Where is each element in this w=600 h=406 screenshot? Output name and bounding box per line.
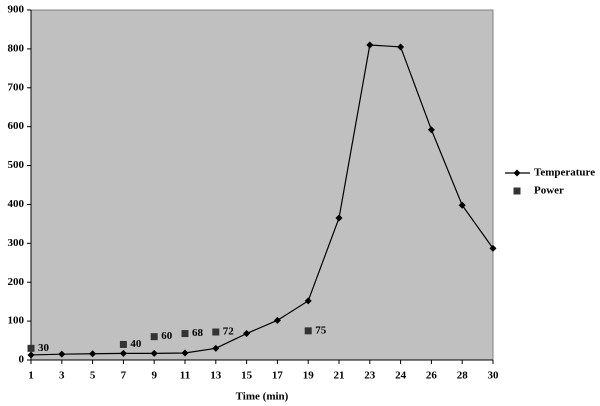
x-tick-label: 3 (59, 370, 65, 382)
data-point (212, 344, 220, 352)
x-tick-label: 15 (241, 370, 253, 382)
x-tick-label: 13 (210, 370, 222, 382)
data-point (335, 214, 343, 222)
x-tick-label: 5 (90, 370, 96, 382)
y-tick-label: 700 (8, 81, 25, 93)
data-point (427, 126, 435, 134)
data-point (304, 297, 312, 305)
data-label: 60 (161, 330, 173, 342)
y-tick-label: 300 (8, 237, 25, 249)
x-tick-label: 17 (272, 370, 284, 382)
x-tick-label: 23 (364, 370, 376, 382)
data-point (181, 330, 189, 338)
data-point (27, 344, 35, 352)
x-tick-label: 19 (303, 370, 315, 382)
data-point (150, 333, 158, 341)
y-tick-label: 800 (8, 42, 25, 54)
y-tick-label: 200 (8, 276, 25, 288)
legend-label: Temperature (534, 167, 595, 179)
data-point (27, 351, 35, 359)
x-tick-label: 11 (180, 370, 190, 382)
data-point (243, 330, 251, 338)
series-line (30, 44, 494, 356)
x-tick-label: 7 (121, 370, 127, 382)
data-point (273, 316, 281, 324)
data-point (397, 43, 405, 51)
x-axis-title: Time (min) (236, 391, 289, 403)
data-point (58, 350, 66, 358)
data-point (489, 244, 497, 252)
y-tick-label: 400 (8, 198, 25, 210)
data-point (304, 327, 312, 335)
data-label: 30 (38, 342, 50, 354)
data-point (89, 350, 97, 358)
y-tick-label: 600 (8, 120, 25, 132)
y-tick-label: 500 (8, 159, 25, 171)
x-tick-label: 28 (457, 370, 469, 382)
data-point (119, 340, 127, 348)
x-tick-label: 21 (334, 370, 345, 382)
data-label: 68 (192, 327, 204, 339)
data-label: 72 (223, 326, 235, 338)
data-label: 40 (130, 338, 142, 350)
x-tick-label: 9 (151, 370, 157, 382)
data-point (181, 349, 189, 357)
data-point (212, 328, 220, 336)
data-point (119, 349, 127, 357)
y-tick-label: 100 (8, 315, 25, 327)
x-tick-label: 26 (426, 370, 438, 382)
y-tick-label: 900 (8, 4, 25, 16)
x-tick-label: 24 (395, 370, 407, 382)
data-point (366, 41, 374, 49)
y-tick-label: 0 (19, 354, 25, 366)
data-point (458, 201, 466, 209)
legend-marker (513, 187, 521, 195)
legend-label: Power (534, 185, 564, 197)
legend-marker (513, 169, 521, 177)
plot-area (30, 9, 494, 361)
data-point (150, 349, 158, 357)
x-tick-label: 1 (28, 370, 34, 382)
x-tick-label: 30 (488, 370, 500, 382)
data-label: 75 (315, 324, 327, 336)
